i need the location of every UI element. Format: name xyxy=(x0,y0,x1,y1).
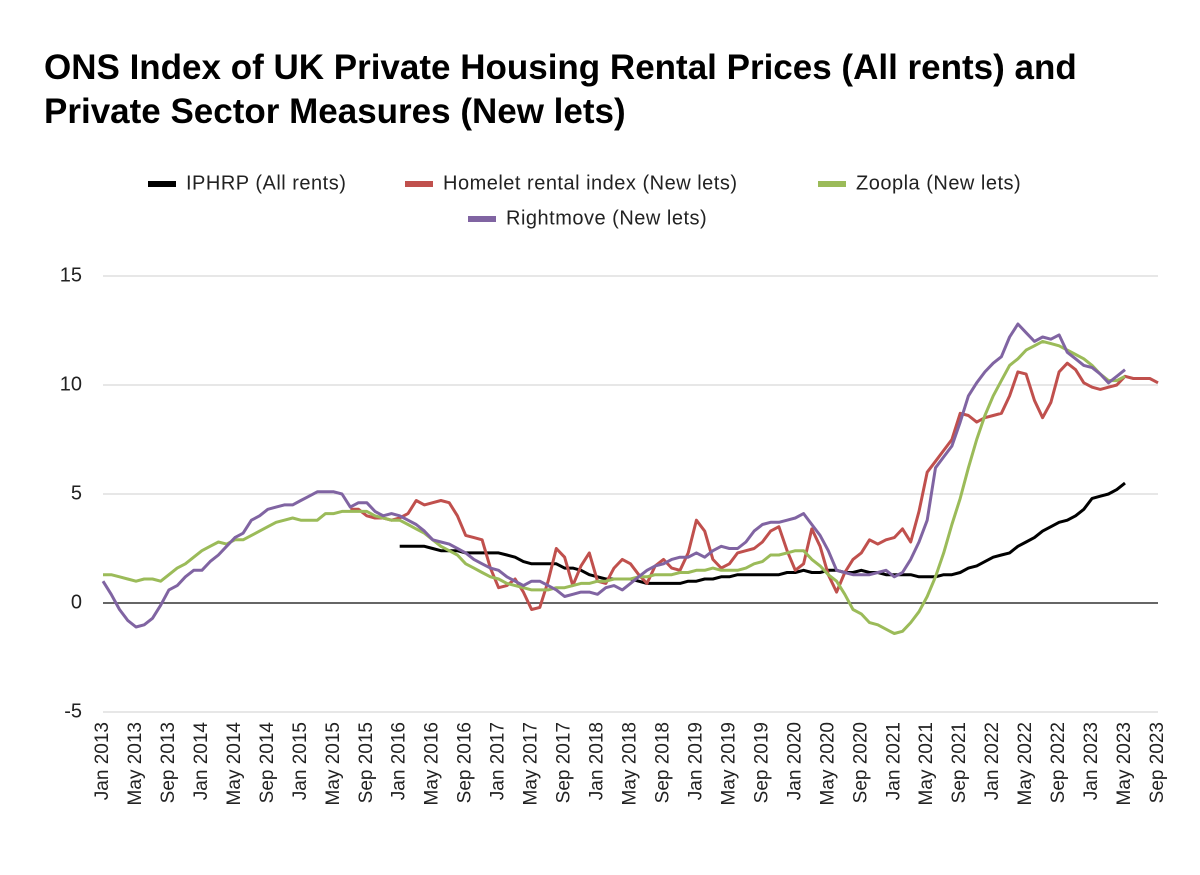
x-tick-label: Sep 2016 xyxy=(455,722,476,803)
x-tick-label: Jan 2019 xyxy=(685,722,706,800)
legend-label: IPHRP (All rents) xyxy=(186,172,346,194)
x-tick-label: May 2015 xyxy=(323,722,344,805)
x-tick-label: May 2014 xyxy=(224,722,245,806)
legend-label: Rightmove (New lets) xyxy=(506,207,707,229)
chart-title: ONS Index of UK Private Housing Rental P… xyxy=(44,48,1077,131)
x-tick-label: Sep 2023 xyxy=(1147,722,1168,803)
x-tick-label: Sep 2019 xyxy=(751,722,772,803)
x-tick-label: Jan 2020 xyxy=(784,722,805,800)
x-tick-label: Sep 2013 xyxy=(158,722,179,803)
x-tick-label: May 2013 xyxy=(125,722,146,805)
x-tick-label: Jan 2018 xyxy=(587,722,608,800)
x-tick-label: May 2016 xyxy=(422,722,443,805)
x-tick-label: May 2018 xyxy=(620,722,641,805)
legend-label: Homelet rental index (New lets) xyxy=(443,172,738,194)
y-tick-label: 15 xyxy=(60,264,82,286)
x-tick-label: Jan 2022 xyxy=(982,722,1003,800)
x-tick-label: Sep 2022 xyxy=(1048,722,1069,803)
series-line xyxy=(101,322,1126,629)
x-tick-label: Sep 2018 xyxy=(652,722,673,803)
x-tick-label: Jan 2015 xyxy=(290,722,311,800)
x-tick-label: May 2023 xyxy=(1114,722,1135,805)
x-tick-label: Jan 2013 xyxy=(92,722,113,800)
y-tick-label: 10 xyxy=(60,373,82,395)
x-tick-label: Jan 2021 xyxy=(883,722,904,800)
x-tick-label: Sep 2020 xyxy=(850,722,871,803)
x-tick-label: May 2021 xyxy=(916,722,937,805)
y-tick-label: 5 xyxy=(71,482,82,504)
x-tick-label: May 2017 xyxy=(521,722,542,805)
legend-label: Zoopla (New lets) xyxy=(856,172,1021,194)
x-tick-label: May 2022 xyxy=(1015,722,1036,805)
x-tick-label: May 2019 xyxy=(718,722,739,805)
x-tick-label: May 2020 xyxy=(817,722,838,805)
x-tick-label: Sep 2015 xyxy=(356,722,377,803)
x-tick-label: Jan 2023 xyxy=(1081,722,1102,800)
x-tick-label: Sep 2014 xyxy=(257,722,278,804)
y-tick-label: -5 xyxy=(64,700,82,722)
series-line xyxy=(103,339,1126,635)
x-tick-label: Sep 2021 xyxy=(949,722,970,803)
x-tick-label: Sep 2017 xyxy=(554,722,575,803)
x-tick-label: Jan 2016 xyxy=(389,722,410,800)
x-tick-label: Jan 2014 xyxy=(191,722,212,801)
series-line xyxy=(399,481,1126,585)
series-line xyxy=(350,361,1159,611)
x-tick-label: Jan 2017 xyxy=(488,722,509,800)
y-tick-label: 0 xyxy=(71,591,82,613)
